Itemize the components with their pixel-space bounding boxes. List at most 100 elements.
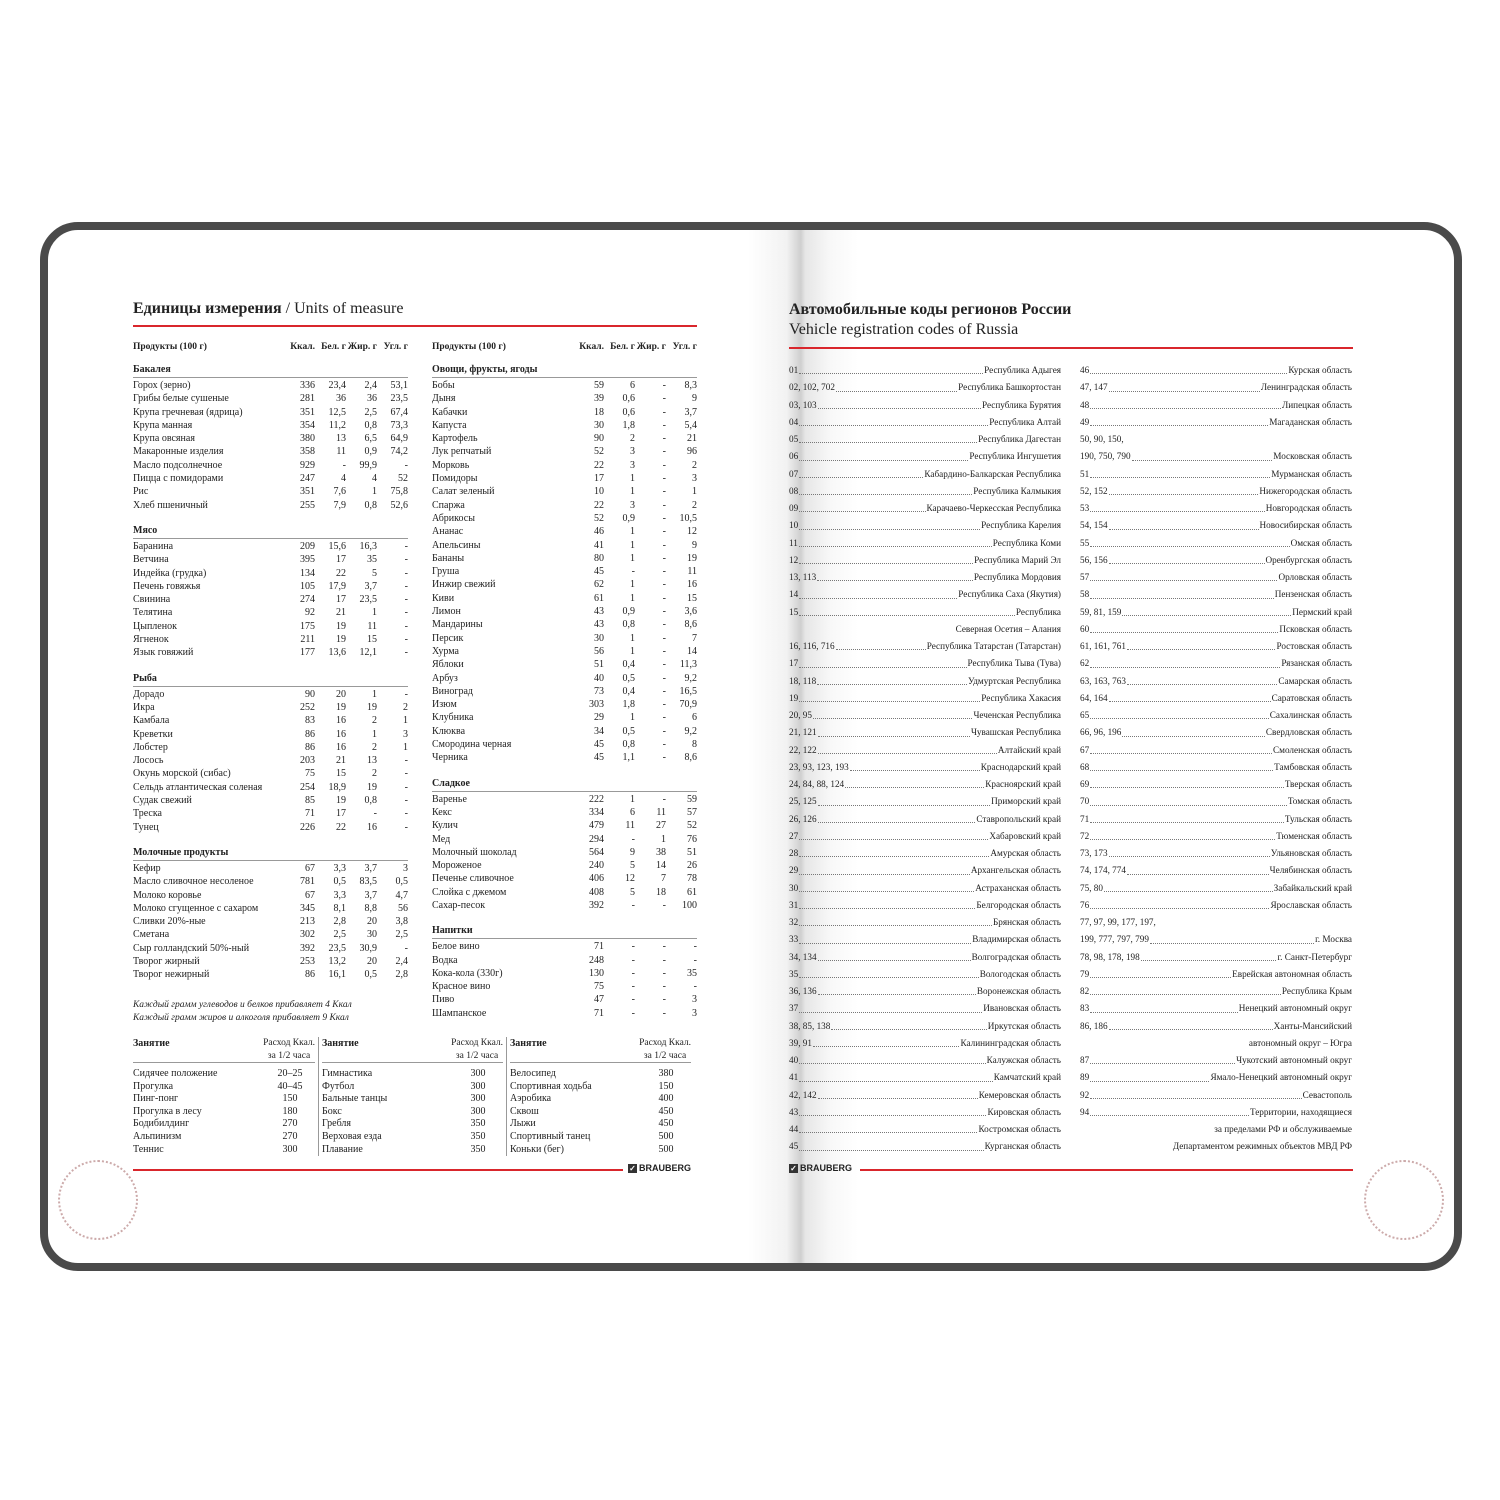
value-cell: 1	[403, 741, 408, 753]
table-row: Горох (зерно) 336 23,4 2,4 53,1	[133, 379, 408, 392]
logo-check-icon: ✓	[628, 1163, 637, 1173]
region-row: 40 Калужская область	[789, 1052, 1061, 1069]
value-cell: 13	[336, 433, 346, 445]
kcal-label: Расход Ккал.	[639, 1038, 691, 1048]
value-cell: 19	[336, 634, 346, 646]
activity-name: Спортивная ходьба	[510, 1080, 592, 1092]
region-name: Республика	[1015, 606, 1061, 617]
activity-kcal: 300	[470, 1093, 486, 1105]
region-name: Карачаево-Черкесская Республика	[926, 503, 1061, 513]
table-row: Окунь морской (сибас) 75 15 2 -	[133, 767, 408, 780]
activity-name: Гребля	[322, 1118, 352, 1130]
region-row: 92 Севастополь	[1080, 1087, 1352, 1104]
value-cell: 36	[367, 393, 377, 405]
value-cell: -	[662, 712, 666, 724]
product-name: Грибы белые сушеные	[133, 393, 229, 405]
activity-table: Занятие Расход Ккал. за 1/2 часа Сидячее по…	[130, 1037, 694, 1157]
value-cell: -	[662, 967, 666, 979]
region-name: Сахалинская область	[1269, 710, 1352, 720]
value-cell: 3,7	[364, 889, 378, 901]
dot-leader	[1122, 724, 1265, 737]
value-cell: 345	[300, 902, 315, 914]
activity-row: Коньки (бег) 500	[510, 1144, 691, 1157]
region-code: 54, 154	[1080, 520, 1108, 531]
table-row: Печенье сливочное 406 12 7 78	[432, 872, 697, 885]
value-cell: 10,5	[679, 512, 698, 524]
region-code: 07	[789, 468, 799, 479]
region-name: Чеченская Республика	[973, 710, 1061, 720]
activity-name-header: Занятие	[322, 1038, 359, 1049]
region-code: 66, 96, 196	[1080, 727, 1122, 738]
region-row: 66, 96, 196 Свердловская область	[1080, 724, 1352, 741]
value-cell: 2,8	[333, 916, 347, 928]
value-cell: 8,8	[364, 902, 378, 914]
value-cell: 51	[687, 846, 697, 858]
region-name: Хабаровский край	[989, 830, 1061, 841]
region-row: 09 Карачаево-Черкесская Республика	[789, 500, 1061, 517]
value-cell: 479	[589, 820, 604, 832]
value-cell: 380	[300, 433, 315, 445]
region-code: 02, 102, 702	[789, 382, 835, 393]
value-cell: 5	[630, 860, 635, 872]
region-row: 18, 118 Удмуртская Республика	[789, 673, 1061, 690]
dot-leader	[799, 362, 984, 375]
dot-leader	[835, 379, 958, 392]
region-name: Республика Алтай	[989, 416, 1061, 427]
region-code: 49	[1080, 416, 1090, 427]
value-cell: 3	[692, 1007, 697, 1019]
region-name: Новгородская область	[1265, 503, 1352, 513]
region-name: Амурская область	[990, 848, 1061, 858]
product-name: Творог нежирный	[133, 969, 210, 981]
region-row: 32 Брянская область	[789, 914, 1061, 931]
product-name: Мороженое	[432, 860, 482, 872]
dot-leader	[831, 1018, 987, 1030]
value-cell: -	[693, 941, 697, 953]
activity-row: Верховая езда 350	[322, 1131, 503, 1144]
table-row: Сельдь атлантическая соленая 254 18,9 19 -	[133, 781, 408, 794]
value-cell: -	[662, 539, 666, 551]
region-code: 04	[789, 416, 799, 427]
dot-leader	[1090, 983, 1281, 996]
value-cell: 16	[336, 741, 346, 753]
dot-leader	[1090, 966, 1232, 978]
region-code: 89	[1080, 1072, 1090, 1083]
product-name: Дыня	[432, 393, 456, 405]
value-cell: 2	[372, 741, 377, 753]
table-row: Белое вино 71 - - -	[432, 940, 697, 953]
table-row: Печень говяжья 105 17,9 3,7 -	[133, 580, 408, 593]
region-row: 04 Республика Алтай	[789, 414, 1061, 431]
product-name: Тунец	[133, 821, 159, 833]
activity-row: Гребля 350	[322, 1118, 503, 1131]
region-row: 35 Вологодская область	[789, 966, 1061, 983]
value-cell: 16,1	[328, 969, 347, 981]
table-row: Смородина черная 45 0,8 - 8	[432, 738, 697, 751]
value-cell: 52	[398, 473, 408, 485]
dot-leader	[799, 862, 970, 875]
category-rows: Баранина 209 15,6 16,3- Ветчина 395 17 35- Индей…	[133, 539, 408, 660]
value-cell: 1	[630, 592, 635, 604]
section-gap	[133, 660, 408, 666]
value-cell: 4	[341, 473, 346, 485]
region-row: 57 Орловская область	[1080, 569, 1352, 586]
region-name: Орловская область	[1278, 572, 1352, 582]
product-name: Водка	[432, 954, 458, 966]
region-row: 52, 152 Нижегородская область	[1080, 483, 1352, 500]
product-name: Макаронные изделия	[133, 446, 224, 458]
dot-leader	[812, 707, 973, 720]
product-name: Пиво	[432, 994, 455, 1006]
value-cell: -	[404, 768, 408, 780]
value-cell: 30,9	[359, 942, 378, 954]
value-cell: 16	[336, 715, 346, 727]
kcal-header: Расход Ккал. за 1/2 часа	[263, 1037, 315, 1062]
value-cell: 5,4	[684, 419, 698, 431]
value-cell: 2,4	[395, 955, 409, 967]
value-cell: 90	[594, 433, 604, 445]
value-cell: 83	[305, 715, 315, 727]
product-name: Хлеб пшеничный	[133, 499, 208, 511]
activity-kcal: 300	[470, 1105, 486, 1117]
value-cell: 57	[687, 806, 697, 818]
region-code: 32	[789, 917, 799, 927]
left-page-title: Единицы измерения / Units of measure	[133, 300, 403, 318]
title-en: Vehicle registration codes of Russia	[789, 321, 1019, 338]
value-cell: 3,7	[364, 862, 378, 874]
